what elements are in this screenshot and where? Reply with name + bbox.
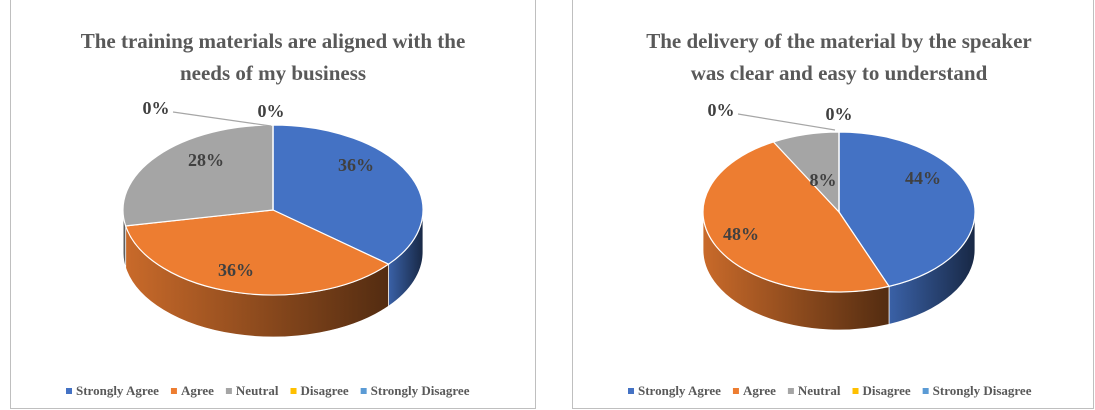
legend-label: Disagree xyxy=(863,383,911,398)
legend-swatch xyxy=(290,388,297,394)
chart-title: The delivery of the material by the spea… xyxy=(646,29,1032,53)
leader-line xyxy=(737,113,836,131)
legend-label: Strongly Disagree xyxy=(933,383,1032,398)
legend-swatch xyxy=(628,388,634,394)
data-label: 0% xyxy=(258,101,285,121)
data-label: 8% xyxy=(810,170,837,190)
slice xyxy=(124,209,390,296)
slice xyxy=(272,124,424,265)
leader-line xyxy=(172,111,272,127)
chart-title: The training materials are aligned with … xyxy=(81,29,466,53)
data-label: 0% xyxy=(826,104,853,124)
legend-label: Strongly Agree xyxy=(638,383,721,398)
slice xyxy=(702,141,891,293)
data-label: 36% xyxy=(218,260,254,280)
legend-label: Neutral xyxy=(236,383,279,398)
legend-swatch xyxy=(66,388,72,394)
data-label: 44% xyxy=(905,168,941,188)
chart-title: was clear and easy to understand xyxy=(691,61,988,85)
data-label: 28% xyxy=(188,150,224,170)
chart: The training materials are aligned with … xyxy=(66,29,470,398)
legend-label: Strongly Disagree xyxy=(371,383,470,398)
chart-box: The training materials are aligned with … xyxy=(10,0,536,409)
legend-swatch xyxy=(852,388,859,394)
slice xyxy=(838,131,976,288)
legend-label: Disagree xyxy=(301,383,349,398)
legend-swatch xyxy=(922,388,929,394)
legend-swatch xyxy=(360,388,367,394)
chart: The delivery of the material by the spea… xyxy=(628,29,1032,398)
chart-box: The delivery of the material by the spea… xyxy=(572,0,1094,409)
legend-swatch xyxy=(170,388,177,394)
slice xyxy=(122,124,274,227)
data-label: 0% xyxy=(143,98,170,118)
legend-label: Neutral xyxy=(798,383,841,398)
legend-swatch xyxy=(225,388,232,394)
legend-swatch xyxy=(732,388,739,394)
chart-title: needs of my business xyxy=(180,61,366,85)
data-label: 36% xyxy=(338,155,374,175)
legend-label: Strongly Agree xyxy=(76,383,159,398)
data-label: 0% xyxy=(708,100,735,120)
legend-swatch xyxy=(787,388,794,394)
legend-label: Agree xyxy=(743,383,776,398)
data-label: 48% xyxy=(723,224,759,244)
legend-label: Agree xyxy=(181,383,214,398)
